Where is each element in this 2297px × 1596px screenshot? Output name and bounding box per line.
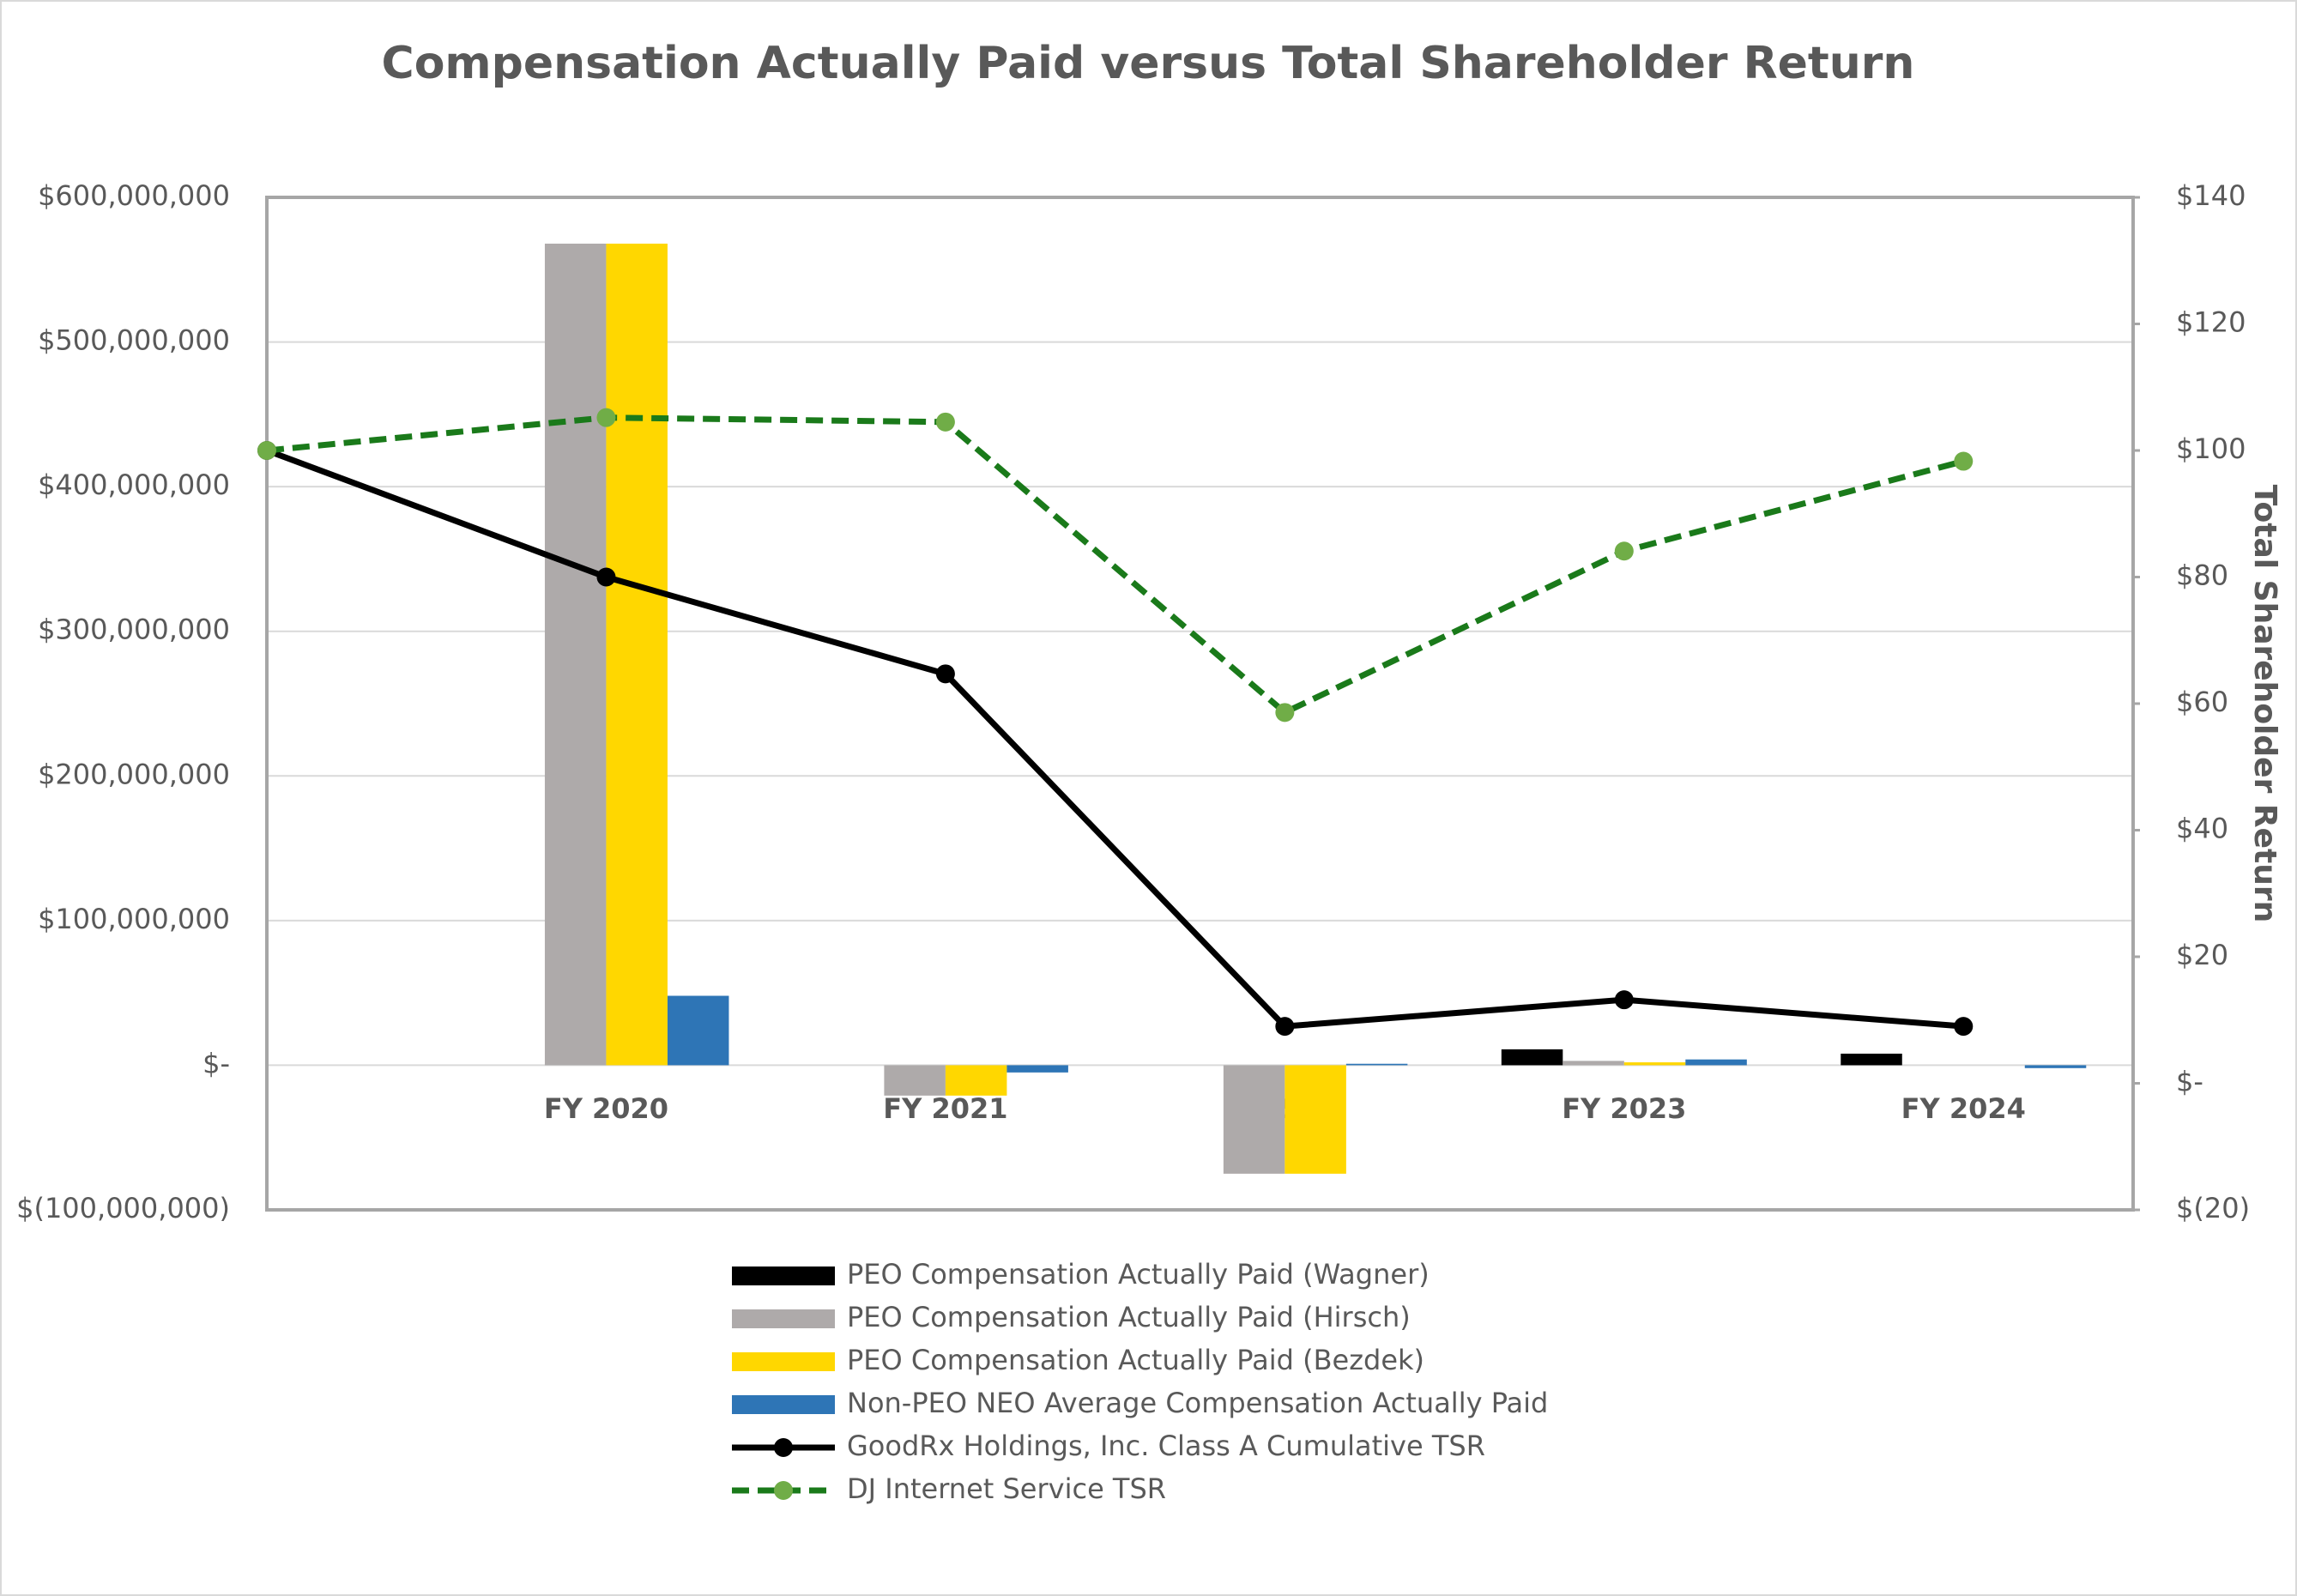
legend-label: PEO Compensation Actually Paid (Wagner): [847, 1258, 1430, 1291]
y-tick-label: $600,000,000: [38, 179, 230, 212]
bar: [945, 1065, 1007, 1096]
legend-swatch: [732, 1352, 835, 1371]
line-marker: [1614, 541, 1634, 561]
legend-label: GoodRx Holdings, Inc. Class A Cumulative…: [847, 1430, 1485, 1462]
y2-tick-label: $40: [2176, 813, 2228, 845]
legend-swatch: [732, 1267, 835, 1285]
x-tick-label: FY 2020: [544, 1092, 668, 1125]
y-tick-label: $100,000,000: [38, 903, 230, 935]
bar: [1685, 1059, 1747, 1066]
y2-tick-label: $-: [2176, 1066, 2203, 1098]
y-tick-label: $-: [202, 1047, 230, 1079]
line-marker: [935, 664, 955, 684]
legend-marker: [774, 1481, 793, 1500]
x-tick-label: FY 2024: [1901, 1092, 2026, 1125]
legend-label: DJ Internet Service TSR: [847, 1472, 1166, 1505]
legend-swatch: [732, 1309, 835, 1328]
line-marker: [257, 441, 276, 460]
line-marker: [1275, 1017, 1295, 1037]
line-marker: [1614, 990, 1634, 1010]
legend-label: PEO Compensation Actually Paid (Hirsch): [847, 1301, 1411, 1333]
line-marker: [596, 567, 616, 587]
bar: [1285, 1065, 1346, 1174]
y2-tick-label: $(20): [2176, 1192, 2250, 1224]
bar: [2024, 1065, 2087, 1068]
legend-label: Non-PEO NEO Average Compensation Actuall…: [847, 1387, 1548, 1419]
y2-axis-title: Total Shareholder Return: [2247, 485, 2282, 922]
bar: [1563, 1061, 1624, 1066]
x-tick-label: FY 2021: [883, 1092, 1007, 1125]
line-marker: [935, 412, 955, 432]
y-tick-label: $(100,000,000): [16, 1192, 230, 1224]
y2-tick-label: $100: [2176, 432, 2246, 465]
line-marker: [1275, 703, 1295, 722]
y2-tick-label: $80: [2176, 559, 2228, 592]
bar: [1841, 1053, 1902, 1066]
bar: [1006, 1065, 1068, 1073]
line-marker: [1954, 451, 1974, 471]
bar: [667, 995, 729, 1066]
legend-marker: [774, 1438, 793, 1457]
bar: [606, 243, 668, 1066]
line-marker: [1954, 1017, 1974, 1037]
bar: [1623, 1062, 1686, 1066]
legend-label: PEO Compensation Actually Paid (Bezdek): [847, 1344, 1424, 1376]
legend-swatch: [732, 1395, 835, 1414]
plot-border: [265, 196, 2135, 1212]
bar: [884, 1065, 946, 1096]
line-marker: [596, 408, 616, 427]
x-tick-label: FY 2023: [1562, 1092, 1686, 1125]
bar: [1501, 1049, 1563, 1066]
bar: [1223, 1065, 1285, 1174]
chart-title: Compensation Actually Paid versus Total …: [382, 38, 1915, 89]
y-tick-label: $500,000,000: [38, 324, 230, 357]
line: [265, 447, 1964, 1030]
line: [266, 414, 1965, 716]
y2-tick-label: $20: [2176, 939, 2228, 971]
y2-tick-label: $60: [2176, 686, 2228, 718]
y2-tick-label: $120: [2176, 306, 2246, 339]
bar: [544, 243, 607, 1066]
y2-tick-label: $140: [2176, 179, 2246, 212]
y-tick-label: $200,000,000: [38, 758, 230, 790]
bar: [1345, 1063, 1408, 1066]
y-tick-label: $400,000,000: [38, 469, 230, 501]
y-tick-label: $300,000,000: [38, 614, 230, 646]
